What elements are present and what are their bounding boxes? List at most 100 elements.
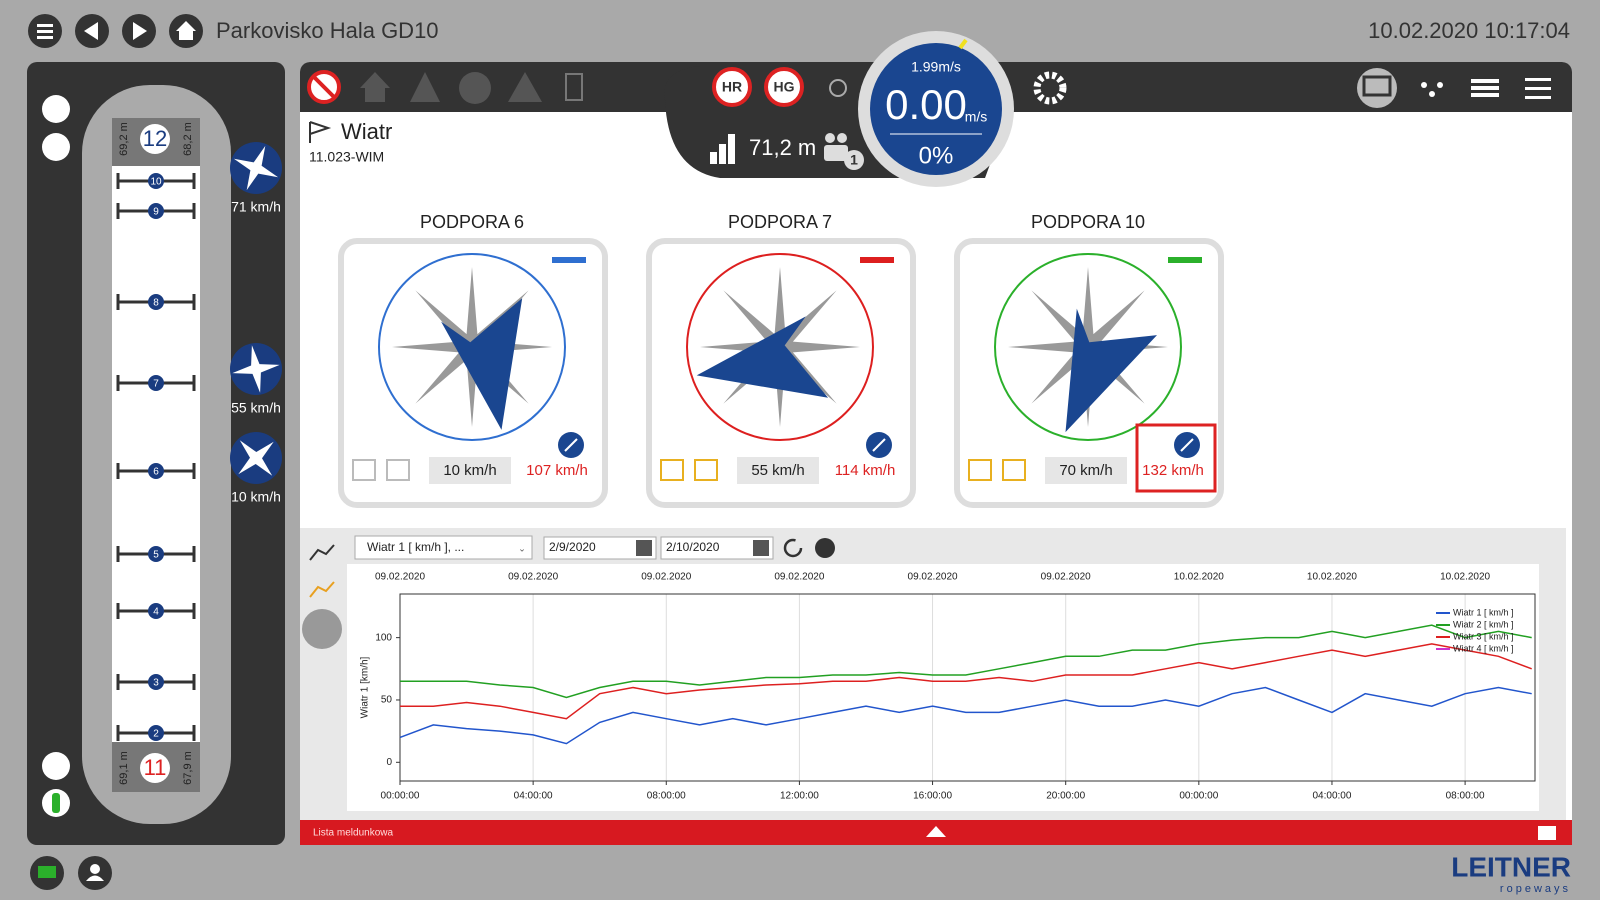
support-badge [148, 294, 164, 310]
gauge-marker [958, 38, 968, 50]
card-color [552, 257, 586, 263]
support-badge [148, 203, 164, 219]
expand-arrow[interactable] [926, 826, 946, 837]
calendar-button[interactable] [636, 540, 652, 556]
x-tick-label: 16:00:00 [913, 791, 952, 802]
alarm-icon [312, 75, 336, 99]
signal-icon [710, 134, 735, 164]
current-speed: 70 km/h [1059, 462, 1112, 479]
panel-code: 11.023-WIM [309, 149, 384, 165]
passengers-icon [824, 133, 848, 161]
support-number: 10 [150, 177, 162, 188]
toolbar-right-icons [1421, 78, 1551, 99]
station-length: 69,1 m [118, 751, 130, 785]
gauge-load: 0% [919, 142, 954, 169]
page-title: Parkovisko Hala GD10 [216, 18, 439, 43]
gauge-setpoint: 1.99m/s [911, 59, 961, 75]
x-tick-date: 09.02.2020 [774, 572, 824, 583]
line-map: 10 9 8 7 6 5 4 3 2 12 69,2 m 68,2 m 11 69,1 m 67,9 m 71… [116, 122, 282, 785]
nav-icons [37, 21, 196, 40]
wind-direction [441, 298, 523, 430]
gauge [870, 43, 1002, 175]
wind-sensor-speed: 10 km/h [231, 489, 281, 505]
bar-toggle[interactable] [1538, 826, 1556, 840]
passengers-count: 1 [850, 152, 858, 168]
settings-button[interactable] [1033, 71, 1067, 105]
trend-tab[interactable] [309, 581, 335, 598]
calendar-button[interactable] [753, 540, 769, 556]
dropdown-arrow: ⌄ [518, 543, 526, 553]
status-icon [352, 459, 376, 481]
track-line [112, 166, 200, 742]
date-from-text: 2/9/2020 [549, 540, 596, 554]
status-icon [968, 459, 992, 481]
max-speed: 132 km/h [1142, 462, 1204, 479]
legend-label: Wiatr 3 [ km/h ] [1453, 631, 1514, 641]
direction-arrow [1180, 438, 1194, 452]
station-length: 68,2 m [182, 122, 194, 156]
status-icon [660, 459, 684, 481]
refresh-button[interactable] [783, 538, 803, 558]
passengers-badge [844, 150, 864, 170]
highlight-box [1135, 423, 1217, 493]
current-speed: 55 km/h [751, 462, 804, 479]
station-badge [140, 753, 170, 783]
station-length: 67,9 m [182, 751, 194, 785]
support-number: 9 [153, 207, 159, 218]
panel-title: Wiatr [341, 119, 392, 144]
station-number: 11 [144, 755, 167, 780]
date-to-text: 2/10/2020 [666, 540, 720, 554]
support-badge [148, 603, 164, 619]
windsock-icon [309, 121, 332, 143]
current-speed: 10 km/h [443, 462, 496, 479]
x-tick-date: 10.02.2020 [1440, 572, 1490, 583]
speed-box [429, 457, 511, 484]
support-number: 2 [153, 729, 159, 740]
wind-sensor-star [232, 345, 280, 393]
line-icon [42, 752, 70, 780]
direction-arrow [564, 438, 578, 452]
network-icon [38, 866, 56, 878]
user-icon [90, 864, 100, 874]
wind-cards: PODPORA 6 10 km/h 107 km/h PODPORA 7 55 km/h… [338, 212, 1224, 508]
wind-direction [696, 316, 829, 398]
wind-sensor-speed: 55 km/h [231, 400, 281, 416]
series-line [400, 643, 1532, 720]
station-badge [140, 124, 170, 154]
list-button[interactable] [815, 538, 835, 558]
y-axis-label: Wiatr 1 [km/h] [360, 656, 371, 718]
trend-tab-active[interactable] [302, 609, 342, 649]
card-title: PODPORA 7 [728, 212, 832, 232]
legend-label: Wiatr 4 [ km/h ] [1453, 643, 1514, 653]
y-tick-label: 50 [381, 695, 393, 706]
x-tick-date: 09.02.2020 [641, 572, 691, 583]
card-title: PODPORA 10 [1031, 212, 1145, 232]
line-icon [42, 95, 70, 123]
station-length: 69,2 m [118, 122, 130, 156]
wind-sensor-speed: 71 km/h [231, 199, 281, 215]
date-to[interactable] [660, 536, 774, 560]
brake-icon [764, 67, 804, 107]
y-tick-label: 100 [375, 632, 392, 643]
support-number: 3 [153, 678, 159, 689]
brake-label: HR [722, 79, 742, 95]
card-color [1168, 257, 1202, 263]
support-number: 7 [153, 379, 159, 390]
trend-tab[interactable] [309, 544, 335, 561]
max-speed: 107 km/h [526, 462, 588, 479]
series-dropdown[interactable] [354, 535, 533, 560]
compass-ring [686, 253, 874, 441]
legend-label: Wiatr 1 [ km/h ] [1453, 607, 1514, 617]
chart-box [347, 564, 1539, 811]
x-tick-label: 12:00:00 [780, 791, 819, 802]
brake-label: HG [774, 79, 795, 95]
max-speed: 114 km/h [835, 462, 896, 479]
series-line [399, 686, 1532, 745]
support-badge [148, 546, 164, 562]
date-from[interactable] [543, 536, 657, 560]
status-icon [1002, 459, 1026, 481]
brand-sub: ropeways [1500, 883, 1571, 895]
speed-box [737, 457, 819, 484]
wind-sensor-star [233, 145, 279, 191]
